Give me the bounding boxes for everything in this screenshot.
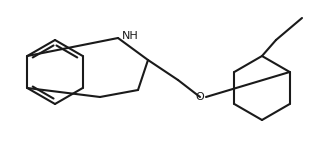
Text: NH: NH	[122, 31, 139, 41]
Text: O: O	[196, 92, 204, 102]
